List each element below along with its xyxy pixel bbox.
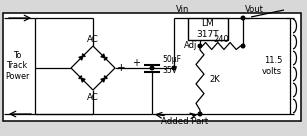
Text: AC: AC [87, 92, 99, 101]
Circle shape [241, 44, 245, 48]
Polygon shape [80, 77, 85, 82]
Text: Added Part: Added Part [161, 118, 209, 126]
Polygon shape [101, 77, 106, 82]
Polygon shape [101, 54, 106, 59]
Text: 11.5
volts: 11.5 volts [262, 56, 282, 76]
Text: +: + [132, 58, 140, 67]
Text: -: - [63, 63, 67, 73]
Text: LM
317T: LM 317T [197, 19, 219, 39]
Circle shape [198, 44, 202, 48]
Text: 50μF
35V: 50μF 35V [162, 55, 181, 75]
Text: Adj: Adj [184, 41, 197, 50]
Text: +: + [117, 63, 125, 73]
Text: 2K: 2K [209, 75, 220, 84]
Text: To
Track
Power: To Track Power [5, 51, 29, 81]
Text: Vin: Vin [176, 5, 189, 14]
Circle shape [198, 112, 202, 116]
Bar [188, 18, 228, 40]
Text: AC: AC [87, 35, 99, 44]
Text: Vout: Vout [245, 5, 264, 14]
Circle shape [241, 16, 245, 20]
Text: 240: 240 [214, 35, 229, 44]
Circle shape [172, 66, 176, 70]
Polygon shape [79, 55, 84, 60]
Bar [3, 13, 301, 121]
Circle shape [150, 66, 154, 70]
